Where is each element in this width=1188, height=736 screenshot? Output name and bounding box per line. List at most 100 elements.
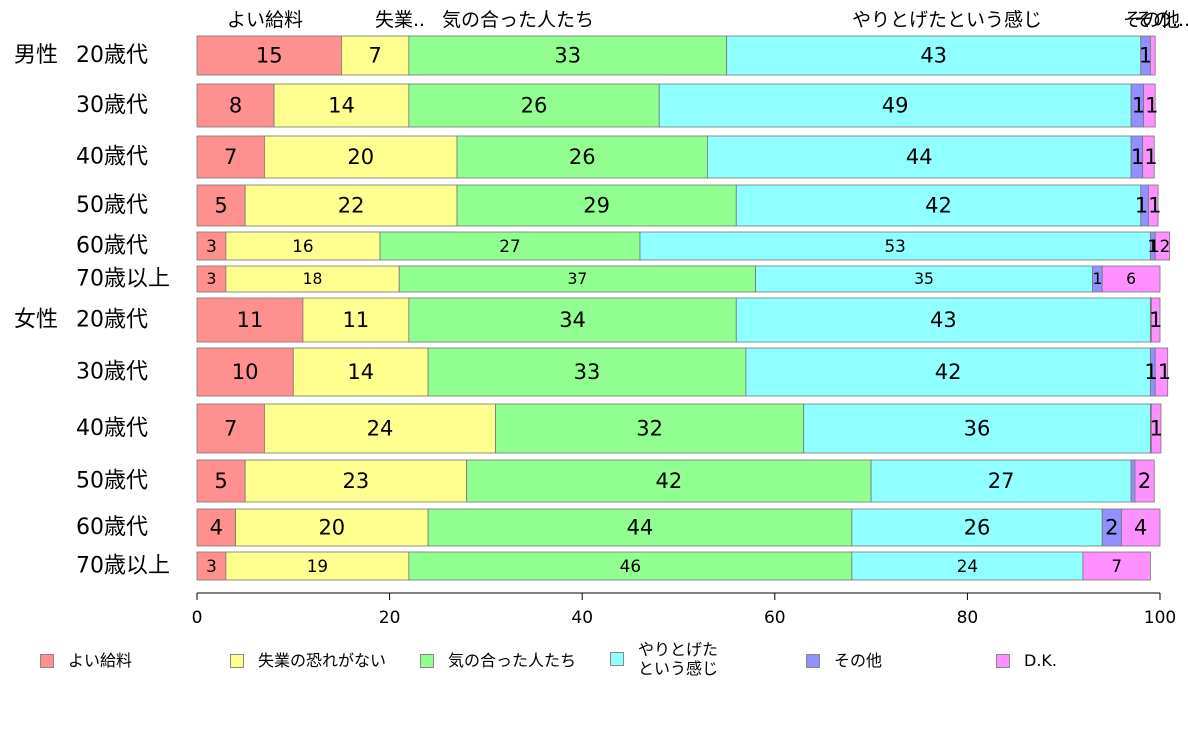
bar-value-label: 29 [583,194,610,218]
x-tick-label: 0 [192,608,203,628]
bar-value-label: 12 [1149,236,1170,256]
bar-segment [1154,347,1169,397]
bar-segment [196,459,246,503]
category-label: 30歳代 [76,360,148,385]
legend-item: やりとげた という感じ [610,640,718,678]
bar-segment [456,184,737,227]
category-label: 50歳代 [76,193,148,218]
bar-value-label: 19 [307,556,328,576]
bar-segment [1148,184,1159,227]
legend-swatch [806,653,820,668]
bar-value-label: 20 [347,145,374,169]
bar-segment [235,508,429,547]
bar-segment [1149,35,1156,76]
bar-value-label: 11 [237,308,264,332]
bar-segment [427,508,853,547]
bar-segment [755,265,1093,293]
legend-swatch [420,653,434,668]
bar-segment [1150,403,1162,454]
category-label: 70歳以上 [76,554,170,579]
legend-swatch [610,652,624,666]
category-label: 50歳代 [76,469,148,494]
bar-value-label: 1 [1139,44,1152,68]
legend-swatch [996,653,1010,668]
bar-segment [408,83,660,128]
bar-value-label: 7 [368,44,381,68]
bar-segment [1154,231,1171,261]
bar-value-label: 49 [882,94,909,118]
bar-value-label: 26 [569,145,596,169]
bar-value-label: 53 [884,236,905,256]
bar-value-label: 6 [1126,270,1136,288]
bar-value-label: 36 [964,417,991,441]
legend-item: 気の合った人たち [420,651,576,670]
bar-value-label: 15 [256,44,283,68]
bar-value-label: 1 [1147,236,1158,256]
bar-value-label: 24 [367,417,394,441]
bar-value-label: 26 [521,94,548,118]
bar-segment [735,184,1142,227]
bar-segment [408,551,853,581]
bar-segment [341,35,410,76]
bar-value-label: 27 [988,469,1015,493]
group-label: 女性 [14,308,58,333]
bar-segment [273,83,410,128]
legend-label: 失業の恐れがない [258,651,387,670]
category-label: 20歳代 [76,43,148,68]
bar-value-label: 10 [232,360,259,384]
series-top-label: やりとげたという感じ [852,9,1042,31]
x-tick-label: 40 [571,608,593,628]
bar-value-label: 46 [620,556,641,576]
bar-segment [196,265,227,293]
bar-segment [803,403,1151,454]
category-label: 70歳以上 [76,267,170,292]
bar-segment [495,403,805,454]
legend-item: その他 [806,651,882,670]
bar-value-label: 43 [920,44,947,68]
bar-value-label: 1 [1149,308,1162,332]
bar-segment [302,297,410,343]
bar-value-label: 18 [303,270,323,288]
bar-value-label: 14 [347,360,374,384]
bar-segment [264,403,496,454]
bar-value-label: 2 [1138,469,1151,493]
bar-value-label: 4 [210,516,223,540]
bar-segment [870,459,1132,503]
bar-segment [196,83,275,128]
bar-segment [1134,459,1155,503]
bar-value-label: 8 [229,94,242,118]
bar-value-label: 32 [636,417,663,441]
bar-segment [196,184,246,227]
bar-value-label: 33 [554,44,581,68]
bar-segment [745,347,1151,397]
series-top-label: 気の合った人たち [442,9,594,31]
bar-segment [379,231,641,261]
legend-item: 失業の恐れがない [230,651,386,670]
legend-label: やりとげた という感じ [638,640,719,678]
bar-segment [292,347,429,397]
bar-value-label: 1 [1149,417,1162,441]
legend-label: その他 [834,651,883,670]
legend-swatch [230,653,244,668]
bar-segment [706,135,1132,179]
category-label: 20歳代 [76,308,148,333]
bar-value-label: 1 [1092,270,1102,288]
bar-value-label: 26 [964,516,991,540]
bar-segment [244,459,468,503]
bar-value-label: 44 [627,516,654,540]
bar-segment [726,35,1142,76]
group-label: 男性 [14,43,58,68]
bar-segment [398,265,756,293]
bar-value-label: 22 [338,194,365,218]
bar-value-label: 11 [1144,360,1171,384]
bar-value-label: 42 [656,469,683,493]
bar-segment [1150,297,1161,343]
bar-value-label: 14 [328,94,355,118]
series-top-label: その他 [1123,9,1180,31]
bar-segment [196,135,265,179]
category-label: 60歳代 [76,234,148,259]
bar-value-label: 5 [214,469,227,493]
bar-value-label: 11 [1132,94,1159,118]
legend-item: よい給料 [40,651,132,670]
bar-segment [427,347,747,397]
